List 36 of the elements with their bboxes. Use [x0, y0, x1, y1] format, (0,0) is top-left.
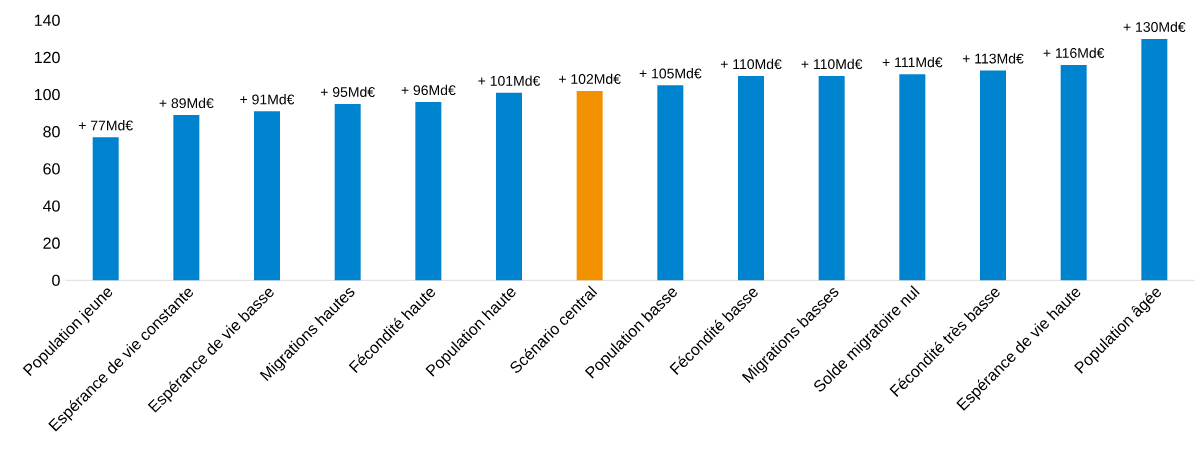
- bar: [576, 90, 603, 281]
- bar: [173, 115, 200, 281]
- data-label: + 96Md€: [401, 84, 456, 96]
- bar: [1060, 64, 1087, 281]
- data-label: + 110Md€: [801, 58, 863, 70]
- bar: [254, 111, 281, 281]
- bar: [738, 76, 764, 281]
- data-label: + 105Md€: [639, 68, 702, 79]
- bar: [980, 70, 1006, 281]
- y-tick-label: 140: [34, 14, 60, 26]
- bar: [899, 74, 926, 281]
- data-label: + 102Md€: [559, 73, 621, 84]
- data-label: + 91Md€: [240, 94, 295, 105]
- y-tick-label: 120: [34, 51, 60, 64]
- bar: [657, 85, 684, 281]
- data-label: + 95Md€: [320, 86, 375, 97]
- bar: [334, 103, 361, 281]
- y-tick-label: 80: [43, 126, 60, 138]
- y-tick-label: 20: [43, 237, 60, 249]
- data-label: + 101Md€: [478, 75, 541, 86]
- bar: [818, 76, 845, 281]
- y-tick-label: 0: [52, 274, 60, 286]
- bar: [415, 102, 442, 281]
- data-label: + 130Md€: [1123, 21, 1186, 32]
- y-tick-label: 60: [43, 163, 60, 175]
- data-label: + 77Md€: [78, 120, 133, 131]
- data-label: + 113Md€: [962, 53, 1024, 64]
- data-label: + 89Md€: [159, 97, 214, 109]
- bar: [1141, 38, 1168, 281]
- data-label: + 110Md€: [720, 58, 782, 70]
- bar: [496, 92, 523, 281]
- data-label: + 116Md€: [1043, 47, 1105, 58]
- y-tick-label: 40: [43, 200, 60, 212]
- y-tick-label: 100: [34, 88, 60, 101]
- bar: [92, 137, 119, 281]
- data-label: + 111Md€: [882, 56, 943, 68]
